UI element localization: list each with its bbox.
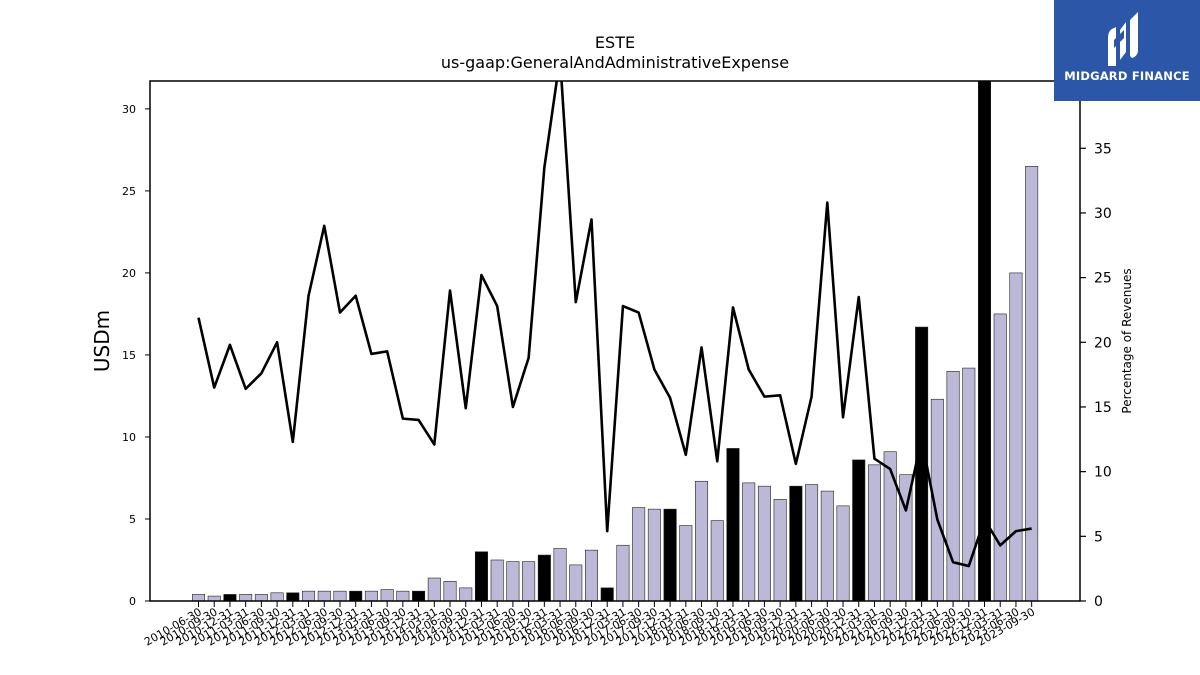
bar-2023-03-31 bbox=[993, 313, 1007, 601]
bar-2010-09-30 bbox=[207, 595, 221, 601]
right-tick-label: 0 bbox=[1094, 594, 1103, 610]
bar-2018-06-30 bbox=[695, 480, 709, 601]
bar-2018-03-31 bbox=[679, 525, 693, 601]
bar-2020-12-31 bbox=[852, 459, 866, 601]
left-tick-label: 0 bbox=[129, 595, 136, 608]
bar-2016-09-30 bbox=[584, 549, 598, 601]
left-tick-label: 20 bbox=[122, 267, 136, 280]
bar-2011-06-30 bbox=[254, 594, 268, 601]
bar-2020-06-30 bbox=[820, 490, 834, 601]
bar-2022-06-30 bbox=[946, 371, 960, 601]
bar-2017-03-31 bbox=[616, 544, 630, 601]
right-axis-label: Percentage of Revenues bbox=[1120, 268, 1134, 413]
bar-2017-12-31 bbox=[663, 508, 677, 601]
right-axis: 0 5 10 15 20 25 30 35 bbox=[1080, 141, 1112, 610]
right-tick-label: 25 bbox=[1094, 271, 1112, 287]
bar-2011-03-31 bbox=[239, 594, 253, 601]
right-tick-label: 35 bbox=[1094, 141, 1112, 157]
bar-2013-12-31 bbox=[412, 590, 426, 601]
bar-2022-09-30 bbox=[962, 367, 976, 601]
bar-2022-03-31 bbox=[930, 398, 944, 601]
bar-2012-03-31 bbox=[302, 590, 316, 601]
bar-2019-09-30 bbox=[773, 498, 787, 601]
midgard-finance-logo: MIDGARD FINANCE bbox=[1054, 0, 1200, 101]
bar-2010-06-30 bbox=[192, 594, 206, 601]
bar-2010-12-31 bbox=[223, 594, 237, 601]
bar-2021-03-31 bbox=[867, 464, 881, 601]
chart-title: ESTE bbox=[594, 33, 636, 52]
bar-2014-03-31 bbox=[427, 577, 441, 601]
bar-2015-03-31 bbox=[490, 559, 504, 601]
line-series bbox=[197, 81, 1032, 568]
bar-2015-12-31 bbox=[537, 554, 551, 601]
bar-2021-09-30 bbox=[899, 474, 913, 601]
revenue-percentage-line bbox=[197, 81, 1032, 568]
x-axis: 2010-06-302010-09-302010-12-312011-03-31… bbox=[142, 601, 1037, 649]
right-tick-label: 20 bbox=[1094, 335, 1112, 351]
bar-2019-12-31 bbox=[789, 485, 803, 601]
bar-2014-12-31 bbox=[474, 551, 488, 601]
bar-2016-06-30 bbox=[569, 564, 583, 601]
bar-2015-06-30 bbox=[506, 561, 520, 601]
bar-2017-09-30 bbox=[647, 508, 661, 601]
bar-2021-06-30 bbox=[883, 451, 897, 601]
bar-2017-06-30 bbox=[632, 507, 646, 601]
bar-2023-06-30 bbox=[1009, 272, 1023, 601]
bar-2019-06-30 bbox=[757, 485, 771, 601]
bar-2011-09-30 bbox=[270, 592, 284, 601]
bar-series bbox=[192, 81, 1039, 601]
bar-2011-12-31 bbox=[286, 592, 300, 601]
bar-2014-06-30 bbox=[443, 581, 457, 601]
bar-2019-03-31 bbox=[742, 482, 756, 601]
left-axis: 0 5 10 15 20 25 30 bbox=[122, 103, 150, 608]
bar-2022-12-31 bbox=[977, 81, 991, 601]
left-axis-label: USDm bbox=[90, 310, 114, 372]
left-tick-label: 10 bbox=[122, 431, 136, 444]
bar-2018-12-31 bbox=[726, 448, 740, 601]
bar-2013-06-30 bbox=[380, 589, 394, 601]
left-tick-label: 25 bbox=[122, 185, 136, 198]
bar-2012-06-30 bbox=[317, 590, 331, 601]
bar-2012-09-30 bbox=[333, 590, 347, 601]
bar-2020-03-31 bbox=[805, 484, 819, 601]
bar-2014-09-30 bbox=[459, 587, 473, 601]
bar-2013-09-30 bbox=[396, 590, 410, 601]
right-tick-label: 15 bbox=[1094, 400, 1112, 416]
bar-2023-09-30 bbox=[1025, 166, 1039, 601]
chart-subtitle: us-gaap:GeneralAndAdministrativeExpense bbox=[440, 53, 790, 72]
left-tick-label: 15 bbox=[122, 349, 136, 362]
bar-2013-03-31 bbox=[364, 590, 378, 601]
bar-2020-09-30 bbox=[836, 505, 850, 601]
left-tick-label: 30 bbox=[122, 103, 136, 116]
bar-2016-03-31 bbox=[553, 548, 567, 601]
plot-frame bbox=[149, 80, 1081, 602]
logo-mark-icon bbox=[1108, 12, 1138, 66]
bar-2012-12-31 bbox=[349, 590, 363, 601]
right-tick-label: 5 bbox=[1094, 529, 1103, 545]
left-tick-label: 5 bbox=[129, 513, 136, 526]
right-tick-label: 30 bbox=[1094, 206, 1112, 222]
bar-2016-12-31 bbox=[600, 587, 614, 601]
right-tick-label: 10 bbox=[1094, 465, 1112, 481]
logo-text: MIDGARD FINANCE bbox=[1064, 69, 1190, 83]
bar-2018-09-30 bbox=[710, 520, 724, 601]
bar-2015-09-30 bbox=[522, 561, 536, 601]
